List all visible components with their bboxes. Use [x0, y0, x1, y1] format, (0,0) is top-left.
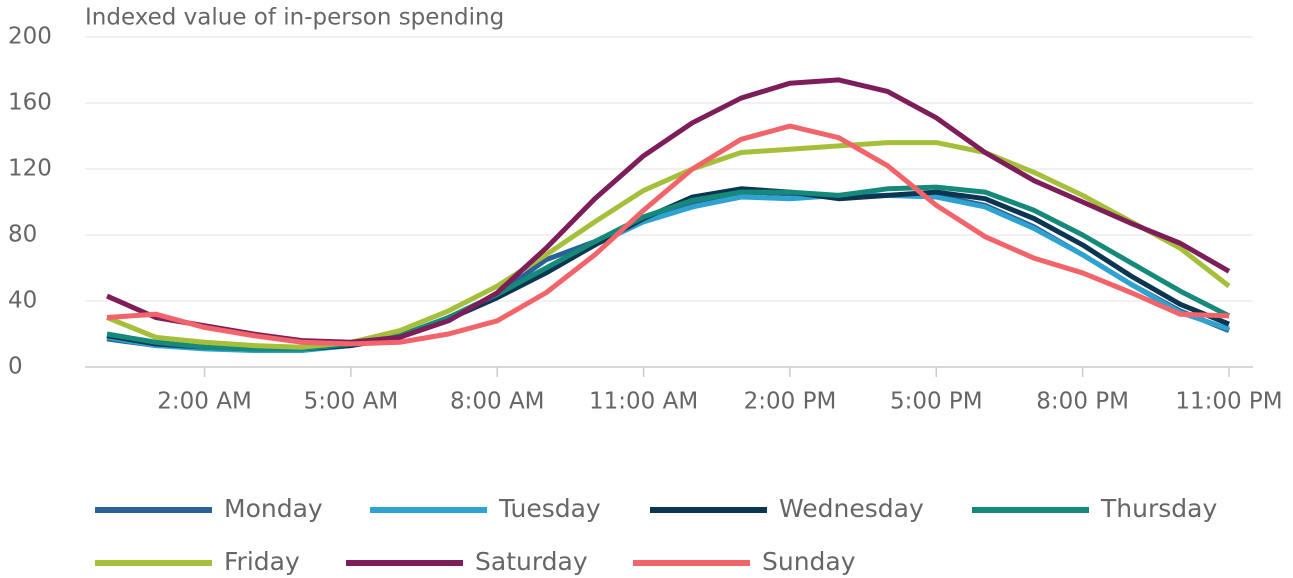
legend-label: Tuesday [498, 494, 601, 523]
legend-label: Saturday [475, 547, 588, 576]
y-tick-label: 120 [8, 156, 52, 182]
legend-label: Wednesday [779, 494, 924, 523]
legend-label: Friday [224, 547, 300, 576]
y-tick-label: 40 [8, 288, 37, 314]
series-line [106, 123, 1230, 347]
legend-label: Thursday [1100, 494, 1217, 523]
x-tick-label: 5:00 AM [304, 389, 399, 415]
x-tick-label: 2:00 PM [744, 389, 837, 415]
series-line [106, 192, 1230, 353]
y-tick-label: 160 [8, 90, 52, 116]
y-tick-label: 200 [8, 24, 52, 50]
x-tick-label: 11:00 AM [589, 389, 698, 415]
x-tick-label: 5:00 PM [890, 389, 983, 415]
legend-label: Monday [224, 494, 323, 523]
legend-label: Sunday [762, 547, 856, 576]
chart-title: Indexed value of in-person spending [85, 5, 504, 31]
x-tick-label: 8:00 PM [1036, 389, 1129, 415]
x-tick-label: 8:00 AM [450, 389, 545, 415]
y-tick-label: 0 [8, 354, 23, 380]
series-line [106, 140, 1231, 350]
x-tick-label: 11:00 PM [1175, 389, 1282, 415]
x-tick-label: 2:00 AM [157, 389, 252, 415]
y-tick-label: 80 [8, 222, 37, 248]
